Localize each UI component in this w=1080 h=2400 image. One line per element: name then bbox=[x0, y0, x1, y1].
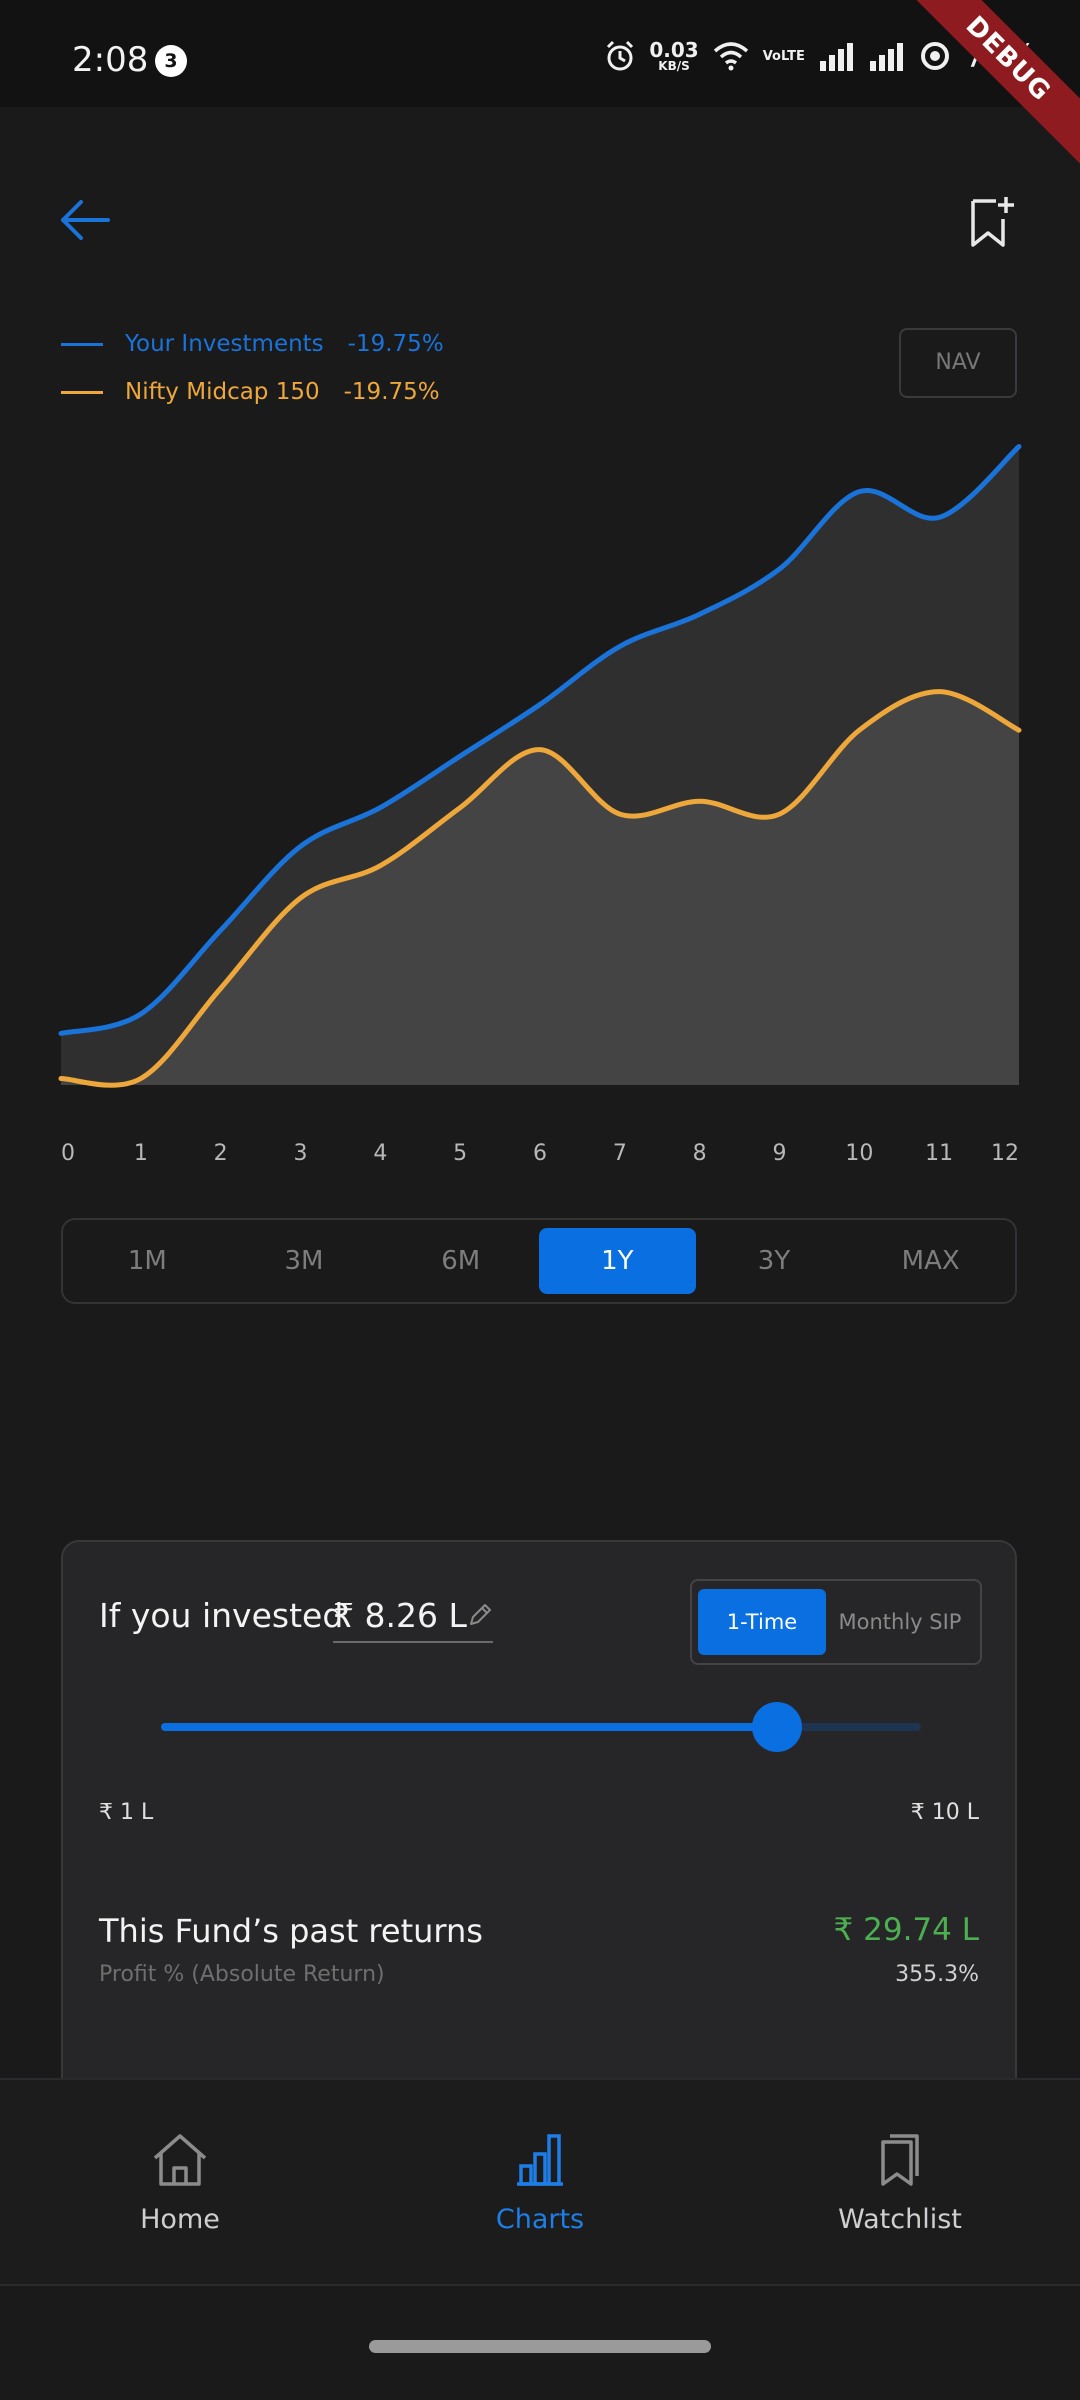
slider-min-label: ₹ 1 L bbox=[99, 1800, 154, 1825]
amount-slider[interactable] bbox=[161, 1702, 921, 1752]
returns-percentage: 355.3% bbox=[895, 1962, 979, 1987]
status-bar: 2:08 3 0.03 KB/S VoLTE bbox=[0, 0, 1080, 182]
slider-thumb[interactable] bbox=[751, 1702, 802, 1752]
alarm-icon bbox=[607, 40, 634, 71]
home-icon bbox=[153, 2134, 207, 2186]
legend-label: Nifty Midcap 150 bbox=[125, 379, 320, 405]
add-to-watchlist-button[interactable] bbox=[968, 195, 1018, 250]
arrow-left-icon bbox=[61, 200, 110, 240]
performance-chart: 0 1 2 3 4 5 6 7 8 9 10 11 12 bbox=[58, 444, 1022, 1166]
time-range-selector: 1M 3M 6M 1Y 3Y MAX bbox=[61, 1218, 1017, 1304]
x-tick-label: 0 bbox=[61, 1141, 75, 1166]
nav-toggle-button[interactable]: NAV bbox=[899, 328, 1017, 398]
legend-swatch bbox=[61, 342, 103, 346]
wifi-icon bbox=[713, 42, 748, 71]
toggle-one-time[interactable]: 1-Time bbox=[698, 1589, 826, 1655]
investment-amount-value: ₹ 8.26 L bbox=[333, 1596, 467, 1635]
nav-watchlist[interactable]: Watchlist bbox=[720, 2080, 1080, 2284]
slider-max-label: ₹ 10 L bbox=[910, 1800, 979, 1825]
range-option-1m[interactable]: 1M bbox=[127, 1246, 167, 1276]
pencil-icon bbox=[470, 1604, 491, 1625]
x-tick-label: 7 bbox=[613, 1141, 627, 1166]
index-area bbox=[61, 691, 1019, 1086]
debug-banner: DEBUG bbox=[885, 0, 1080, 182]
returns-value: ₹ 29.74 L bbox=[833, 1912, 979, 1948]
bookmark-icon bbox=[881, 2134, 919, 2186]
legend-value: -19.75% bbox=[343, 379, 440, 405]
back-button[interactable] bbox=[55, 190, 115, 250]
returns-calculator-card: If you invested ₹ 8.26 L 1-Time Monthly … bbox=[61, 1540, 1017, 2100]
nav-label-home: Home bbox=[140, 2204, 220, 2235]
investments-line bbox=[58, 444, 1022, 1036]
range-option-3m[interactable]: 3M bbox=[284, 1246, 324, 1276]
x-tick-label: 1 bbox=[134, 1141, 148, 1166]
index-line bbox=[58, 689, 1022, 1088]
bookmark-add-icon bbox=[971, 197, 1014, 247]
investment-type-toggle: 1-Time Monthly SIP bbox=[690, 1579, 982, 1665]
legend-swatch bbox=[61, 390, 103, 394]
legend-label: Your Investments bbox=[125, 331, 324, 357]
x-tick-label: 2 bbox=[214, 1141, 228, 1166]
range-option-1y[interactable]: 1Y bbox=[539, 1228, 696, 1294]
legend-value: -19.75% bbox=[347, 331, 444, 357]
range-option-3y[interactable]: 3Y bbox=[757, 1246, 791, 1276]
returns-title: This Fund’s past returns bbox=[99, 1912, 483, 1950]
investment-amount-field[interactable]: ₹ 8.26 L bbox=[333, 1596, 493, 1643]
x-tick-label: 9 bbox=[773, 1141, 787, 1166]
notification-count-badge: 3 bbox=[155, 45, 187, 77]
legend-item-your-investments: Your Investments -19.75% bbox=[61, 320, 444, 368]
x-tick-label: 4 bbox=[373, 1141, 387, 1166]
x-tick-label: 11 bbox=[925, 1141, 953, 1166]
range-option-max[interactable]: MAX bbox=[901, 1246, 960, 1276]
legend-item-nifty-midcap: Nifty Midcap 150 -19.75% bbox=[61, 368, 444, 416]
slider-fill bbox=[161, 1723, 777, 1731]
nav-label-watchlist: Watchlist bbox=[838, 2204, 962, 2235]
signal-icon bbox=[819, 43, 853, 71]
returns-subtitle: Profit % (Absolute Return) bbox=[99, 1962, 385, 1987]
toggle-monthly-sip[interactable]: Monthly SIP bbox=[838, 1610, 962, 1634]
x-tick-label: 8 bbox=[693, 1141, 707, 1166]
x-tick-label: 12 bbox=[991, 1141, 1019, 1166]
network-speed: 0.03 KB/S bbox=[649, 38, 699, 73]
volte-indicator: VoLTE bbox=[762, 48, 805, 64]
x-tick-label: 10 bbox=[845, 1141, 873, 1166]
x-tick-label: 6 bbox=[533, 1141, 547, 1166]
status-time: 2:08 bbox=[72, 40, 149, 80]
range-option-6m[interactable]: 6M bbox=[441, 1246, 481, 1276]
x-axis-ticks: 0 1 2 3 4 5 6 7 8 9 10 11 12 bbox=[61, 1141, 1019, 1166]
invested-label: If you invested bbox=[99, 1596, 344, 1635]
chart-legend: Your Investments -19.75% Nifty Midcap 15… bbox=[61, 320, 444, 416]
bottom-navigation: Home Charts Watchlist bbox=[0, 2078, 1080, 2286]
bar-chart-icon bbox=[517, 2134, 563, 2186]
signal-icon bbox=[869, 43, 903, 71]
x-tick-label: 5 bbox=[453, 1141, 467, 1166]
battery-ring-icon bbox=[920, 42, 949, 70]
nav-charts[interactable]: Charts bbox=[360, 2080, 720, 2284]
nav-home[interactable]: Home bbox=[0, 2080, 360, 2284]
x-tick-label: 3 bbox=[294, 1141, 308, 1166]
home-indicator bbox=[369, 2340, 711, 2353]
nav-label-charts: Charts bbox=[495, 2204, 585, 2235]
